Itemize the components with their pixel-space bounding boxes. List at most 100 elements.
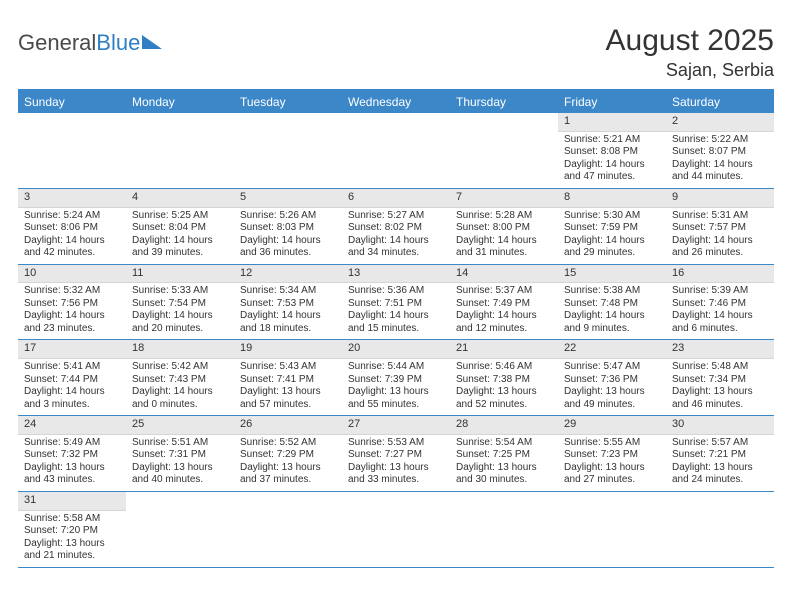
daylight-text: Daylight: 13 hours and 21 minutes. <box>24 538 120 563</box>
day-number: 21 <box>450 340 558 359</box>
sunrise-text: Sunrise: 5:39 AM <box>672 285 768 298</box>
sunrise-text: Sunrise: 5:31 AM <box>672 210 768 223</box>
calendar-cell <box>126 113 234 188</box>
cell-body: Sunrise: 5:21 AMSunset: 8:08 PMDaylight:… <box>558 132 666 188</box>
day-number: 12 <box>234 265 342 284</box>
cell-body: Sunrise: 5:26 AMSunset: 8:03 PMDaylight:… <box>234 208 342 264</box>
day-number: 22 <box>558 340 666 359</box>
day-number: 11 <box>126 265 234 284</box>
cell-body: Sunrise: 5:28 AMSunset: 8:00 PMDaylight:… <box>450 208 558 264</box>
sunrise-text: Sunrise: 5:30 AM <box>564 210 660 223</box>
cell-body: Sunrise: 5:51 AMSunset: 7:31 PMDaylight:… <box>126 435 234 491</box>
sunset-text: Sunset: 8:03 PM <box>240 222 336 235</box>
sunrise-text: Sunrise: 5:32 AM <box>24 285 120 298</box>
day-number: 17 <box>18 340 126 359</box>
calendar-cell: 30Sunrise: 5:57 AMSunset: 7:21 PMDayligh… <box>666 416 774 491</box>
calendar-cell: 28Sunrise: 5:54 AMSunset: 7:25 PMDayligh… <box>450 416 558 491</box>
cell-body: Sunrise: 5:27 AMSunset: 8:02 PMDaylight:… <box>342 208 450 264</box>
calendar-cell: 14Sunrise: 5:37 AMSunset: 7:49 PMDayligh… <box>450 265 558 340</box>
logo-text-blue: Blue <box>96 30 140 56</box>
day-number: 13 <box>342 265 450 284</box>
cell-body: Sunrise: 5:46 AMSunset: 7:38 PMDaylight:… <box>450 359 558 415</box>
day-number: 24 <box>18 416 126 435</box>
calendar-cell: 12Sunrise: 5:34 AMSunset: 7:53 PMDayligh… <box>234 265 342 340</box>
daylight-text: Daylight: 13 hours and 55 minutes. <box>348 386 444 411</box>
sunset-text: Sunset: 7:49 PM <box>456 298 552 311</box>
sunrise-text: Sunrise: 5:38 AM <box>564 285 660 298</box>
calendar-cell <box>234 113 342 188</box>
sunrise-text: Sunrise: 5:48 AM <box>672 361 768 374</box>
calendar-cell <box>450 113 558 188</box>
sunset-text: Sunset: 8:07 PM <box>672 146 768 159</box>
calendar-cell: 24Sunrise: 5:49 AMSunset: 7:32 PMDayligh… <box>18 416 126 491</box>
day-header-row: Sunday Monday Tuesday Wednesday Thursday… <box>18 91 774 113</box>
sunrise-text: Sunrise: 5:28 AM <box>456 210 552 223</box>
sunrise-text: Sunrise: 5:55 AM <box>564 437 660 450</box>
sunset-text: Sunset: 7:57 PM <box>672 222 768 235</box>
cell-body: Sunrise: 5:47 AMSunset: 7:36 PMDaylight:… <box>558 359 666 415</box>
sunset-text: Sunset: 8:00 PM <box>456 222 552 235</box>
calendar-cell: 5Sunrise: 5:26 AMSunset: 8:03 PMDaylight… <box>234 189 342 264</box>
daylight-text: Daylight: 14 hours and 20 minutes. <box>132 310 228 335</box>
day-number: 16 <box>666 265 774 284</box>
sunset-text: Sunset: 8:02 PM <box>348 222 444 235</box>
daylight-text: Daylight: 14 hours and 15 minutes. <box>348 310 444 335</box>
logo-text-general: General <box>18 30 96 56</box>
day-number: 9 <box>666 189 774 208</box>
daylight-text: Daylight: 14 hours and 36 minutes. <box>240 235 336 260</box>
day-number: 4 <box>126 189 234 208</box>
day-header: Friday <box>558 91 666 113</box>
title-block: August 2025 Sajan, Serbia <box>606 24 774 81</box>
sunrise-text: Sunrise: 5:47 AM <box>564 361 660 374</box>
daylight-text: Daylight: 13 hours and 30 minutes. <box>456 462 552 487</box>
day-number: 5 <box>234 189 342 208</box>
header: GeneralBlue August 2025 Sajan, Serbia <box>18 24 774 81</box>
sunrise-text: Sunrise: 5:37 AM <box>456 285 552 298</box>
daylight-text: Daylight: 14 hours and 23 minutes. <box>24 310 120 335</box>
cell-body: Sunrise: 5:30 AMSunset: 7:59 PMDaylight:… <box>558 208 666 264</box>
day-header: Monday <box>126 91 234 113</box>
sunset-text: Sunset: 7:41 PM <box>240 374 336 387</box>
logo-triangle-icon <box>142 35 162 49</box>
sunset-text: Sunset: 8:06 PM <box>24 222 120 235</box>
calendar-cell: 7Sunrise: 5:28 AMSunset: 8:00 PMDaylight… <box>450 189 558 264</box>
daylight-text: Daylight: 14 hours and 31 minutes. <box>456 235 552 260</box>
sunrise-text: Sunrise: 5:42 AM <box>132 361 228 374</box>
week-row: 24Sunrise: 5:49 AMSunset: 7:32 PMDayligh… <box>18 416 774 492</box>
calendar-cell: 23Sunrise: 5:48 AMSunset: 7:34 PMDayligh… <box>666 340 774 415</box>
daylight-text: Daylight: 13 hours and 46 minutes. <box>672 386 768 411</box>
week-row: 3Sunrise: 5:24 AMSunset: 8:06 PMDaylight… <box>18 189 774 265</box>
daylight-text: Daylight: 13 hours and 37 minutes. <box>240 462 336 487</box>
cell-body: Sunrise: 5:57 AMSunset: 7:21 PMDaylight:… <box>666 435 774 491</box>
day-number: 1 <box>558 113 666 132</box>
daylight-text: Daylight: 13 hours and 52 minutes. <box>456 386 552 411</box>
cell-body: Sunrise: 5:22 AMSunset: 8:07 PMDaylight:… <box>666 132 774 188</box>
daylight-text: Daylight: 14 hours and 39 minutes. <box>132 235 228 260</box>
day-number: 23 <box>666 340 774 359</box>
calendar-cell <box>666 492 774 567</box>
daylight-text: Daylight: 13 hours and 43 minutes. <box>24 462 120 487</box>
cell-body: Sunrise: 5:39 AMSunset: 7:46 PMDaylight:… <box>666 283 774 339</box>
calendar-cell <box>234 492 342 567</box>
page-title: August 2025 <box>606 24 774 58</box>
calendar-cell: 22Sunrise: 5:47 AMSunset: 7:36 PMDayligh… <box>558 340 666 415</box>
daylight-text: Daylight: 14 hours and 3 minutes. <box>24 386 120 411</box>
sunset-text: Sunset: 7:51 PM <box>348 298 444 311</box>
calendar-cell <box>558 492 666 567</box>
sunset-text: Sunset: 7:21 PM <box>672 449 768 462</box>
sunrise-text: Sunrise: 5:52 AM <box>240 437 336 450</box>
sunrise-text: Sunrise: 5:22 AM <box>672 134 768 147</box>
sunrise-text: Sunrise: 5:57 AM <box>672 437 768 450</box>
cell-body: Sunrise: 5:44 AMSunset: 7:39 PMDaylight:… <box>342 359 450 415</box>
sunset-text: Sunset: 7:25 PM <box>456 449 552 462</box>
sunset-text: Sunset: 8:08 PM <box>564 146 660 159</box>
cell-body: Sunrise: 5:55 AMSunset: 7:23 PMDaylight:… <box>558 435 666 491</box>
sunrise-text: Sunrise: 5:58 AM <box>24 513 120 526</box>
day-number: 30 <box>666 416 774 435</box>
day-number: 3 <box>18 189 126 208</box>
calendar-cell: 9 Sunrise: 5:31 AMSunset: 7:57 PMDaylight… <box>666 189 774 264</box>
sunset-text: Sunset: 7:53 PM <box>240 298 336 311</box>
daylight-text: Daylight: 14 hours and 26 minutes. <box>672 235 768 260</box>
calendar-page: GeneralBlue August 2025 Sajan, Serbia Su… <box>0 0 792 586</box>
day-number: 19 <box>234 340 342 359</box>
